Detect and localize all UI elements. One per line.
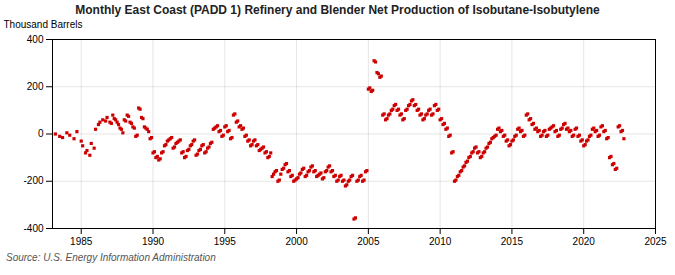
svg-text:1990: 1990 [142, 236, 165, 247]
svg-text:-400: -400 [23, 223, 43, 234]
html-text:Source: U.S. Energy Informatio: Source: U.S. Energy Information Administ… [6, 252, 216, 263]
svg-text:Thousand Barrels: Thousand Barrels [4, 19, 83, 30]
svg-text:2020: 2020 [573, 236, 596, 247]
svg-text:2005: 2005 [357, 236, 380, 247]
svg-text:2000: 2000 [285, 236, 308, 247]
svg-text:400: 400 [27, 34, 44, 45]
svg-text:-200: -200 [23, 175, 43, 186]
html-text:Monthly East Coast (PADD 1) Re: Monthly East Coast (PADD 1) Refinery and… [75, 3, 600, 17]
svg-text:2010: 2010 [429, 236, 452, 247]
svg-text:0: 0 [38, 128, 44, 139]
svg-text:1985: 1985 [70, 236, 93, 247]
svg-text:2025: 2025 [644, 236, 667, 247]
svg-text:200: 200 [27, 81, 44, 92]
svg-text:1995: 1995 [214, 236, 237, 247]
svg-text:2015: 2015 [501, 236, 524, 247]
